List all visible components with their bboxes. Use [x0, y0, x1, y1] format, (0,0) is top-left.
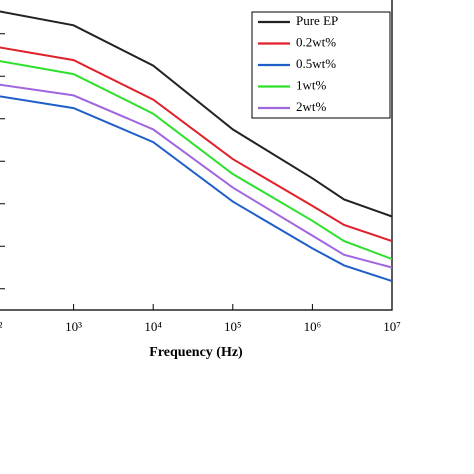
plot-frame: [0, 0, 393, 311]
series-line: [0, 83, 393, 269]
x-tick-label: 10⁶: [304, 319, 322, 334]
x-tick-label: 10³: [65, 319, 82, 334]
x-axis-title: Frequency (Hz): [149, 345, 243, 360]
legend-label: 0.2wt%: [296, 34, 336, 49]
series-line: [0, 10, 393, 218]
legend-label: 2wt%: [296, 99, 327, 114]
legend-label: Pure EP: [296, 13, 338, 28]
legend-label: 0.5wt%: [296, 56, 336, 71]
x-tick-label: 10⁵: [224, 319, 242, 334]
legend-label: 1wt%: [296, 77, 327, 92]
x-tick-label: 10⁴: [144, 319, 162, 334]
series-line: [0, 60, 393, 260]
x-tick-label: 10⁷: [383, 319, 401, 334]
x-tick-label: 10²: [0, 319, 3, 334]
series-line: [0, 46, 393, 243]
series-line: [0, 95, 393, 283]
